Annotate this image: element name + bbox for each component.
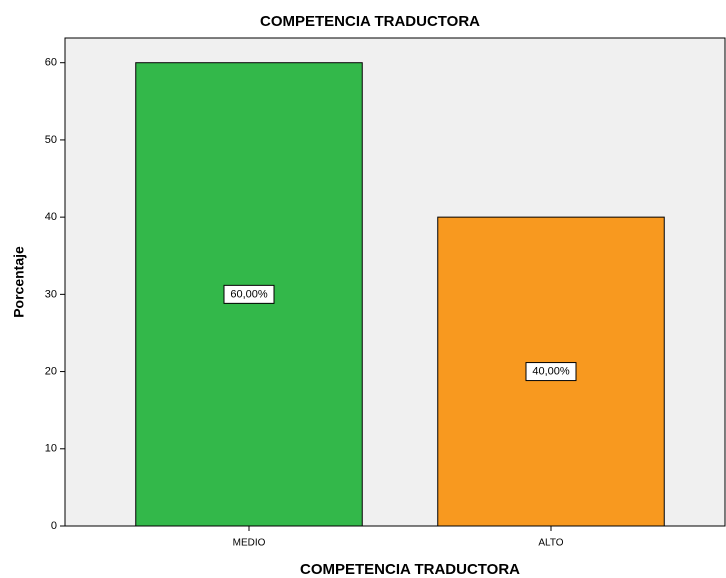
y-tick-label: 50	[45, 134, 57, 146]
bar	[437, 216, 665, 527]
y-axis-title: Porcentaje	[11, 246, 27, 318]
x-tick-label: MEDIO	[233, 538, 266, 549]
y-tick-label: 30	[45, 288, 57, 300]
x-axis-title: COMPETENCIA TRADUCTORA	[300, 561, 520, 578]
y-tick-label: 10	[45, 443, 57, 455]
value-label: 60,00%	[230, 288, 268, 300]
value-label-box	[223, 284, 275, 304]
x-tick-label: ALTO	[538, 538, 563, 549]
y-tick-label: 0	[51, 520, 57, 532]
y-tick-label: 40	[45, 211, 57, 223]
y-tick-label: 20	[45, 365, 57, 377]
value-label: 40,00%	[532, 365, 570, 377]
value-label-box	[525, 362, 577, 382]
chart-title: COMPETENCIA TRADUCTORA	[260, 13, 480, 30]
y-tick-label: 60	[45, 57, 57, 69]
